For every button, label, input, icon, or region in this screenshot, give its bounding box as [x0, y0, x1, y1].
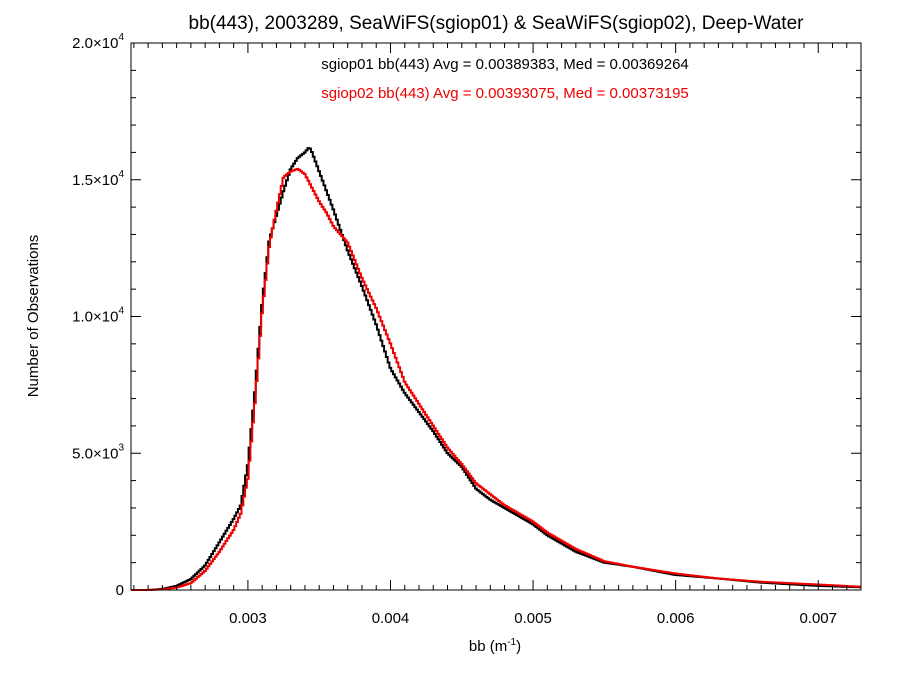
x-axis-label-tail: ): [516, 638, 521, 655]
y-tick-label: 1.0×104: [72, 306, 124, 326]
x-tick-label: 0.006: [657, 610, 695, 627]
y-tick-label: 5.0×103: [72, 442, 124, 462]
x-axis-label-exp: -1: [507, 637, 516, 648]
series-sgiop02-line: [131, 167, 861, 591]
axes-layer: 0.003 0.004 0.005 0.006 0.00705.0×1031.0×104…: [72, 32, 862, 627]
series-layer: [131, 147, 861, 591]
x-tick-label: 0.005: [514, 610, 552, 627]
y-tick-exponent: 3: [118, 442, 124, 453]
x-axis-label: bb (m-1): [469, 637, 521, 655]
y-tick-label: 2.0×104: [72, 32, 124, 52]
y-tick-exponent: 4: [118, 169, 124, 180]
legend-sgiop01: sgiop01 bb(443) Avg = 0.00389383, Med = …: [321, 56, 689, 73]
y-tick-label: 0: [116, 582, 124, 599]
y-tick-exponent: 4: [118, 32, 124, 43]
x-tick-label: 0.007: [799, 610, 837, 627]
y-tick-mantissa: 2.0×10: [72, 35, 118, 52]
legend-sgiop02: sgiop02 bb(443) Avg = 0.00393075, Med = …: [321, 85, 689, 102]
x-axis-label-base: bb (m: [469, 638, 507, 655]
x-tick-label: 0.004: [372, 610, 410, 627]
y-tick-label: 1.5×104: [72, 169, 124, 189]
x-tick-label: 0.003: [229, 610, 267, 627]
y-tick-mantissa: 0: [116, 582, 124, 599]
y-tick-mantissa: 1.5×10: [72, 172, 118, 189]
y-tick-mantissa: 5.0×10: [72, 445, 118, 462]
y-tick-exponent: 4: [118, 306, 124, 317]
y-tick-mantissa: 1.0×10: [72, 309, 118, 326]
y-axis-label: Number of Observations: [25, 235, 42, 398]
chart-title: bb(443), 2003289, SeaWiFS(sgiop01) & Sea…: [189, 13, 805, 34]
